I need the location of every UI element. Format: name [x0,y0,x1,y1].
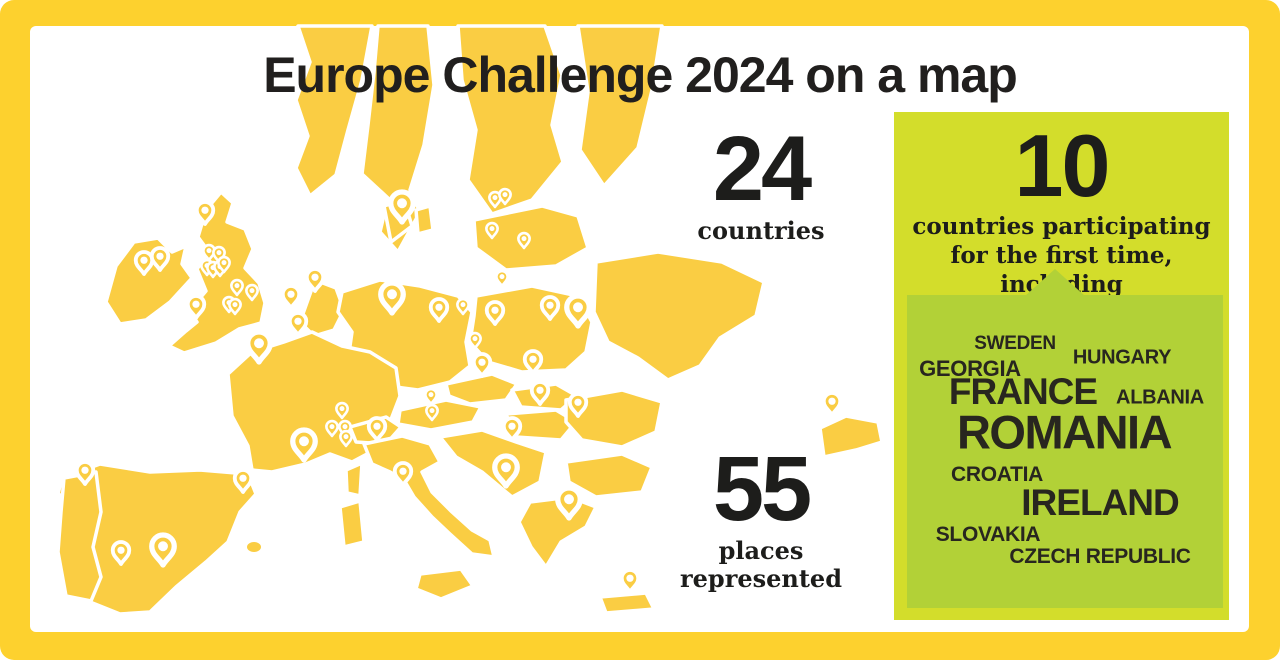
country-label-georgia: GEORGIA [919,356,1021,381]
stat-places: 55 places represented [646,438,876,594]
stat-places-value: 55 [712,438,812,540]
region-romania [564,388,664,449]
country-label-france: FRANCE [948,371,1098,412]
region-portugal [56,470,103,603]
region-northeast [576,24,664,188]
region-sicily [414,567,475,601]
region-crete [598,591,656,615]
region-corsica [344,461,364,498]
country-word-cloud: SWEDEN HUNGARY GEORGIA FRANCE ALBANIA RO… [907,269,1223,608]
stat-countries-label: countries [697,216,825,246]
region-austria [396,398,483,432]
pointer-notch [1025,269,1085,296]
region-baltics [472,204,590,272]
region-mallorca [247,542,261,552]
region-cyprus [818,414,884,459]
region-sweden [360,24,436,254]
map-pin [471,352,493,378]
stat-countries: 24 countries [646,118,876,246]
map-pin [619,568,641,594]
region-norway [294,24,374,198]
country-label-sweden: SWEDEN [974,333,1056,354]
stat-countries-value: 24 [712,118,812,220]
region-czechia [444,372,519,406]
stat-places-label: places represented [680,536,842,594]
region-bulgaria [564,452,654,499]
region-ukraine [592,250,766,382]
country-label-slovakia: SLOVAKIA [935,523,1041,546]
region-sardinia [338,499,366,549]
map-pin [495,269,509,288]
region-denmark [414,204,435,236]
panel-value: 10 [1014,116,1111,215]
country-label-croatia: CROATIA [950,463,1044,486]
region-finland [456,24,565,216]
country-label-czech-republic: CZECH REPUBLIC [1009,545,1191,568]
map-pin [821,391,843,417]
region-greece [517,495,598,569]
country-label-romania: ROMANIA [956,405,1173,459]
region-ireland [104,236,194,326]
map-pin [280,284,302,310]
map-pin [287,311,309,337]
country-label-hungary: HUNGARY [1072,346,1172,369]
country-label-albania: ALBANIA [1116,386,1204,409]
landmasses [56,24,884,616]
first-time-panel: 10 countries participating for the first… [894,112,1229,620]
country-label-ireland: IRELAND [1021,482,1179,523]
page-title: Europe Challenge 2024 on a map [263,47,1018,103]
